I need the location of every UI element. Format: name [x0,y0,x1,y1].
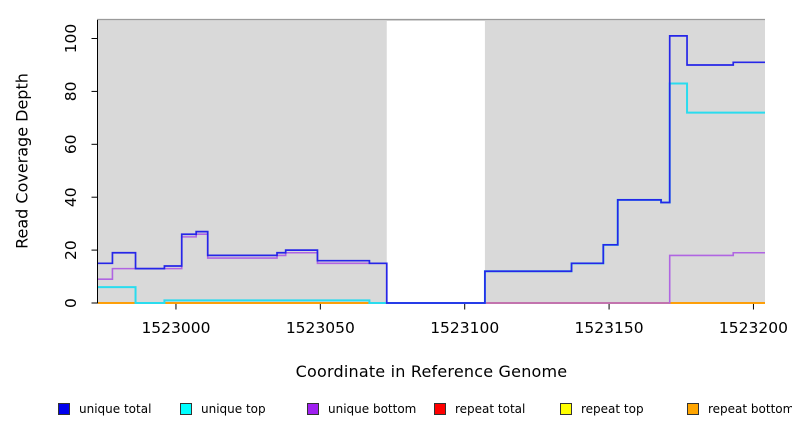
legend-swatch-repeat-total [434,403,446,415]
legend-label-unique-top: unique top [201,402,266,416]
legend-item-repeat-total: repeat total [434,402,525,416]
legend-label-unique-total: unique total [79,402,152,416]
legend-swatch-unique-top [180,403,192,415]
legend-item-unique-total: unique total [58,402,151,416]
legend-label-repeat-bottom: repeat bottom [708,402,792,416]
y-tick-label: 60 [62,134,80,154]
y-tick-label: 0 [62,298,80,308]
legend-label-repeat-total: repeat total [455,402,526,416]
y-tick-label: 80 [62,82,80,102]
y-tick-label: 40 [62,187,80,207]
legend-item-repeat-bottom: repeat bottom [687,402,792,416]
x-tick-label: 1523200 [719,319,788,337]
legend-item-unique-bottom: unique bottom [307,402,416,416]
legend-swatch-unique-total [58,403,70,415]
legend-label-repeat-top: repeat top [581,402,644,416]
series-unique-total [98,35,765,304]
legend-item-repeat-top: repeat top [560,402,644,416]
legend-label-unique-bottom: unique bottom [328,402,417,416]
legend-swatch-unique-bottom [307,403,319,415]
y-tick-label: 100 [62,24,80,54]
legend-swatch-repeat-top [560,403,572,415]
legend-swatch-repeat-bottom [687,403,699,415]
uncovered-region-mask [386,21,485,303]
legend-item-unique-top: unique top [180,402,266,416]
x-tick-label: 1523150 [575,319,644,337]
y-axis-title: Read Coverage Depth [12,73,32,249]
x-tick-label: 1523100 [430,319,499,337]
x-axis-title: Coordinate in Reference Genome [295,362,568,381]
y-tick-label: 20 [62,240,80,260]
x-tick-label: 1523050 [286,319,355,337]
x-tick-label: 1523000 [141,319,210,337]
